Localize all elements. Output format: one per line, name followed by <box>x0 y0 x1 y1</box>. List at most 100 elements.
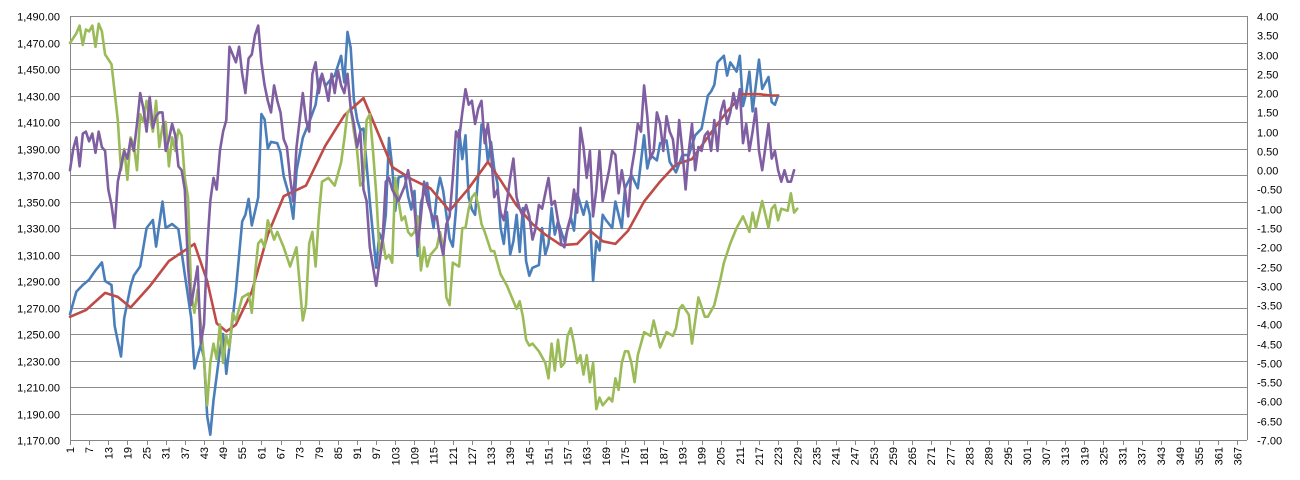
x-tick-label: 127 <box>467 447 479 465</box>
x-tick-label: 367 <box>1232 447 1244 465</box>
x-tick-label: 271 <box>926 447 938 465</box>
x-tick-label: 169 <box>601 447 613 465</box>
x-tick-label: 283 <box>964 447 976 465</box>
x-tick-label: 97 <box>371 447 383 459</box>
y-right-tick-label: -2.50 <box>1257 263 1282 275</box>
x-tick-label: 67 <box>276 447 288 459</box>
y-axis-right-labels: -7.00 -6.50 -6.00 -5.50 -5.00 -4.50 -4.00 -3.50… <box>1257 12 1282 448</box>
x-tick-label: 7 <box>84 447 96 453</box>
x-tick-label: 139 <box>505 447 517 465</box>
x-tick-label: 37 <box>180 447 192 459</box>
x-tick-label: 217 <box>754 447 766 465</box>
series-line-4 <box>68 24 796 345</box>
y-right-tick-label: -6.50 <box>1257 417 1282 429</box>
y-left-tick-label: 1,390.00 <box>17 145 60 157</box>
y-right-tick-label: -3.50 <box>1257 301 1282 313</box>
y-right-tick-label: 2.50 <box>1257 70 1278 82</box>
y-right-tick-label: 3.00 <box>1257 51 1278 63</box>
y-right-tick-label: 2.00 <box>1257 89 1278 101</box>
x-tick-label: 115 <box>429 447 441 465</box>
y-left-tick-label: 1,170.00 <box>17 436 60 448</box>
x-tick-label: 289 <box>984 447 996 465</box>
x-tick-label: 121 <box>448 447 460 465</box>
y-left-tick-label: 1,490.00 <box>17 12 60 24</box>
x-tick-label: 259 <box>888 447 900 465</box>
x-tick-label: 229 <box>792 447 804 465</box>
y-right-tick-label: 0.00 <box>1257 166 1278 178</box>
x-tick-label: 193 <box>677 447 689 465</box>
x-tick-label: 199 <box>697 447 709 465</box>
x-tick-label: 319 <box>1079 447 1091 465</box>
x-tick-label: 331 <box>1118 447 1130 465</box>
x-tick-label: 277 <box>945 447 957 465</box>
x-tick-label: 337 <box>1137 447 1149 465</box>
x-tick-label: 31 <box>161 447 173 459</box>
series-layer <box>68 22 799 437</box>
y-left-tick-label: 1,270.00 <box>17 304 60 316</box>
y-right-tick-label: 1.00 <box>1257 128 1278 140</box>
x-tick-label: 103 <box>390 447 402 465</box>
x-tick-label: 49 <box>218 447 230 459</box>
series-line-1 <box>68 30 780 437</box>
y-left-tick-label: 1,310.00 <box>17 251 60 263</box>
x-tick-label: 313 <box>1060 447 1072 465</box>
x-tick-label: 109 <box>409 447 421 465</box>
x-tick-label: 349 <box>1175 447 1187 465</box>
x-tick-label: 175 <box>620 447 632 465</box>
y-left-tick-label: 1,230.00 <box>17 357 60 369</box>
y-left-tick-label: 1,410.00 <box>17 118 60 130</box>
y-axis-left-labels: 1,170.00 1,190.00 1,210.00 1,230.00 1,250.00… <box>17 12 60 448</box>
x-tick-label: 19 <box>122 447 134 459</box>
x-tick-label: 325 <box>1098 447 1110 465</box>
x-tick-label: 55 <box>237 447 249 459</box>
y-left-tick-label: 1,330.00 <box>17 224 60 236</box>
x-tick-label: 1 <box>65 447 77 453</box>
x-axis-labels: 1 7 13 19 25 31 37 43 49 55 61 67 73 79 85 91 97 103 109 11… <box>65 447 1244 465</box>
y-left-tick-label: 1,210.00 <box>17 383 60 395</box>
y-left-tick-label: 1,450.00 <box>17 65 60 77</box>
y-right-tick-label: -2.00 <box>1257 243 1282 255</box>
x-tick-label: 25 <box>142 447 154 459</box>
y-right-tick-label: -1.50 <box>1257 224 1282 236</box>
x-tick-label: 247 <box>850 447 862 465</box>
x-tick-label: 223 <box>773 447 785 465</box>
x-tick-label: 91 <box>352 447 364 459</box>
y-left-tick-label: 1,190.00 <box>17 410 60 422</box>
x-tick-label: 253 <box>869 447 881 465</box>
x-tick-label: 187 <box>658 447 670 465</box>
x-tick-label: 211 <box>735 447 747 465</box>
y-right-tick-label: -6.00 <box>1257 397 1282 409</box>
y-right-tick-label: -1.00 <box>1257 205 1282 217</box>
x-tick-label: 157 <box>563 447 575 465</box>
y-left-tick-label: 1,370.00 <box>17 171 60 183</box>
y-right-tick-label: 4.00 <box>1257 12 1278 24</box>
y-right-tick-label: 1.50 <box>1257 108 1278 120</box>
y-right-tick-label: -0.50 <box>1257 185 1282 197</box>
y-right-tick-label: 3.50 <box>1257 31 1278 43</box>
x-tick-label: 133 <box>486 447 498 465</box>
x-tick-label: 307 <box>1041 447 1053 465</box>
series-line-3 <box>68 22 799 411</box>
y-right-tick-label: -7.00 <box>1257 436 1282 448</box>
x-tick-label: 43 <box>199 447 211 459</box>
x-tick-label: 151 <box>543 447 555 465</box>
x-tick-label: 241 <box>831 447 843 465</box>
y-right-tick-label: -4.00 <box>1257 320 1282 332</box>
y-left-tick-label: 1,430.00 <box>17 92 60 104</box>
x-tick-label: 163 <box>582 447 594 465</box>
y-right-tick-label: -5.50 <box>1257 378 1282 390</box>
y-right-tick-label: 0.50 <box>1257 147 1278 159</box>
x-tick-label: 85 <box>333 447 345 459</box>
x-tick-label: 205 <box>716 447 728 465</box>
x-tick-label: 73 <box>295 447 307 459</box>
series-line-2 <box>68 92 780 333</box>
x-tick-label: 295 <box>1003 447 1015 465</box>
x-tick-label: 355 <box>1194 447 1206 465</box>
x-tick-label: 265 <box>907 447 919 465</box>
x-tick-label: 361 <box>1213 447 1225 465</box>
x-tick-label: 181 <box>639 447 651 465</box>
y-right-tick-label: -3.00 <box>1257 282 1282 294</box>
x-tick-label: 235 <box>811 447 823 465</box>
